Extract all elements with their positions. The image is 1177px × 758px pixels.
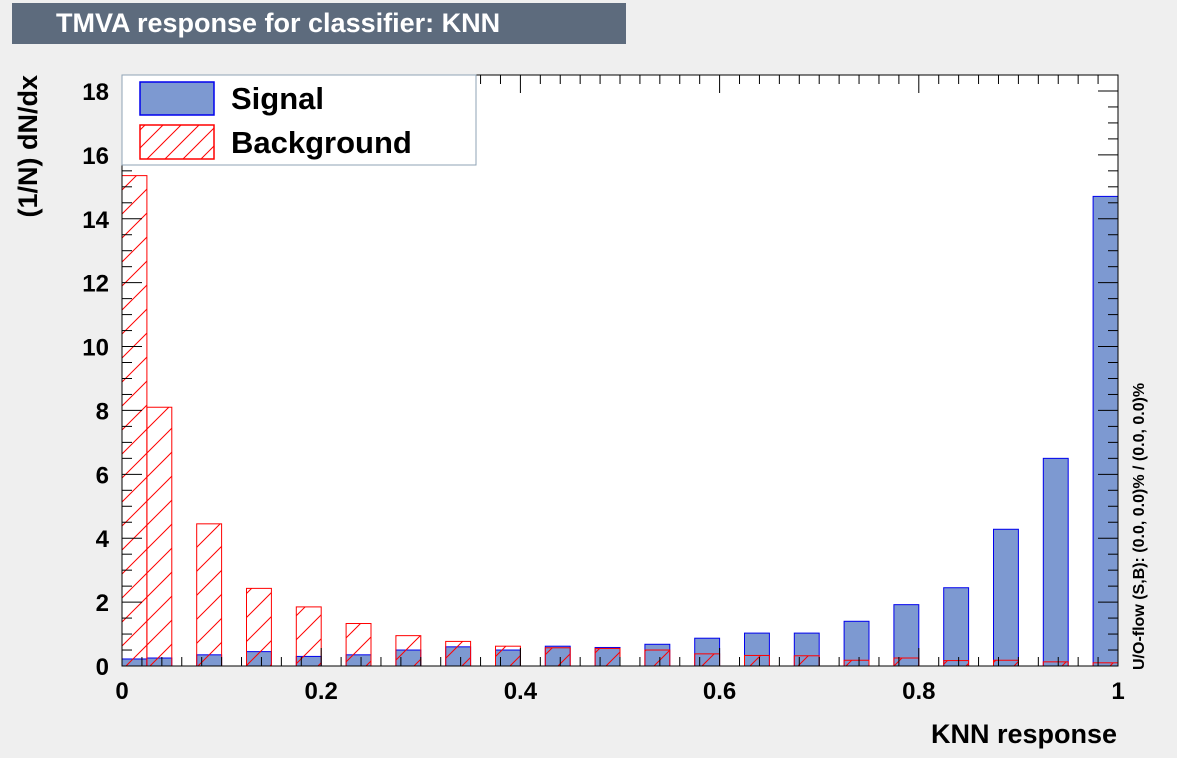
background-bar <box>744 654 770 667</box>
background-bar <box>146 406 173 667</box>
legend-background-swatch <box>139 124 215 160</box>
background-bar <box>295 606 322 667</box>
x-axis-title: KNN response <box>931 719 1117 749</box>
y-tick-label: 4 <box>96 526 110 553</box>
y-tick-label: 6 <box>96 462 109 489</box>
chart-title: TMVA response for classifier: KNN <box>12 3 626 44</box>
background-bar <box>544 647 571 667</box>
background-bar <box>694 653 721 667</box>
legend: Signal Background <box>121 74 477 166</box>
y-tick-label: 10 <box>82 335 109 362</box>
x-tick-label: 0.8 <box>902 678 935 705</box>
signal-bar <box>1042 457 1069 667</box>
x-tick-label: 0.2 <box>305 678 338 705</box>
y-tick-label: 2 <box>96 590 109 617</box>
background-series <box>121 175 1119 667</box>
background-bar <box>246 587 272 667</box>
overflow-note: U/O-flow (S,B): (0.0, 0.0)% / (0.0, 0.0)… <box>1131 383 1148 670</box>
background-bar <box>445 640 472 667</box>
y-tick-label: 12 <box>82 271 109 298</box>
signal-bar <box>1092 195 1119 667</box>
background-bar <box>495 645 521 667</box>
background-bar <box>345 623 372 667</box>
x-tick-label: 0.4 <box>504 678 538 705</box>
background-bar <box>993 659 1019 667</box>
signal-bar <box>993 528 1019 667</box>
x-axis: 0 0.2 0.4 0.6 0.8 1 <box>115 75 1125 705</box>
background-bar <box>644 649 671 667</box>
legend-background-label: Background <box>231 125 412 160</box>
background-bar <box>196 523 223 667</box>
y-tick-label: 8 <box>96 398 109 425</box>
legend-signal-swatch <box>139 81 215 116</box>
x-tick-label: 0 <box>115 678 128 705</box>
x-tick-label: 1 <box>1111 678 1124 705</box>
y-axis: 0 2 4 6 8 10 12 14 16 18 <box>82 74 1118 681</box>
background-bar <box>893 657 920 667</box>
y-tick-label: 18 <box>82 79 109 106</box>
background-bar <box>1042 661 1069 667</box>
y-tick-label: 16 <box>82 143 109 170</box>
legend-signal-label: Signal <box>231 81 324 116</box>
background-bar <box>843 659 870 667</box>
background-bar <box>943 660 970 667</box>
signal-bar <box>893 604 920 667</box>
background-bar <box>395 635 422 667</box>
y-tick-label: 0 <box>96 654 109 681</box>
background-bar <box>793 655 820 667</box>
y-tick-label: 14 <box>82 207 109 234</box>
signal-bar <box>843 620 870 667</box>
y-axis-title: (1/N) dN/dx <box>13 75 43 218</box>
plot-area <box>122 75 1118 666</box>
signal-bar <box>943 587 970 667</box>
background-bar <box>121 175 148 667</box>
background-bar <box>594 647 621 667</box>
x-tick-label: 0.6 <box>703 678 736 705</box>
